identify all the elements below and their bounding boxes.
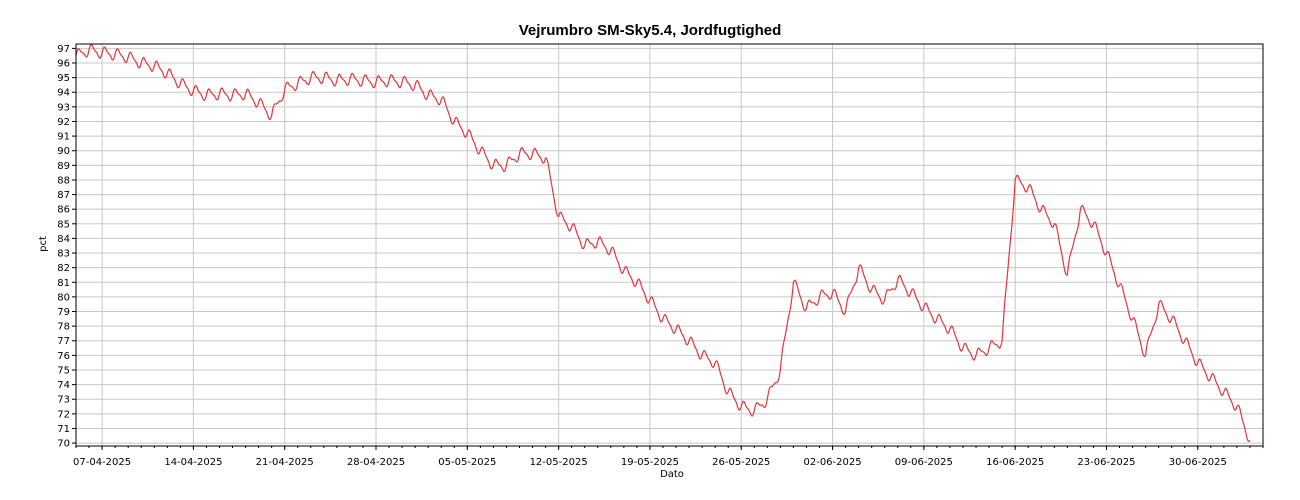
y-tick-label: 94 bbox=[57, 88, 70, 99]
y-tick-label: 90 bbox=[57, 146, 70, 157]
grid bbox=[76, 44, 1263, 446]
y-tick-label: 70 bbox=[57, 439, 70, 450]
y-tick-label: 77 bbox=[57, 336, 70, 347]
y-tick-label: 96 bbox=[57, 59, 70, 70]
x-tick-label: 02-06-2025 bbox=[803, 457, 861, 468]
y-tick-label: 97 bbox=[57, 44, 70, 55]
y-tick-label: 93 bbox=[57, 102, 70, 113]
y-tick-label: 92 bbox=[57, 117, 70, 128]
y-tick-label: 80 bbox=[57, 292, 70, 303]
y-axis-ticks: 70 71 72 73 74 75 76 77 78 79 80 81 82 83 84 85 86 87 88 89… bbox=[57, 44, 76, 450]
x-tick-label: 21-04-2025 bbox=[256, 457, 314, 468]
y-axis-label: pct bbox=[38, 236, 49, 252]
series-line bbox=[75, 43, 1251, 443]
y-tick-label: 89 bbox=[57, 161, 70, 172]
y-tick-label: 86 bbox=[57, 205, 70, 216]
plot-frame bbox=[75, 43, 1264, 447]
y-tick-label: 74 bbox=[57, 380, 70, 391]
x-tick-label: 19-05-2025 bbox=[621, 457, 679, 468]
y-tick-label: 71 bbox=[57, 424, 70, 435]
series-layer bbox=[75, 43, 1251, 443]
y-tick-label: 95 bbox=[57, 73, 70, 84]
x-tick-label: 16-06-2025 bbox=[986, 457, 1044, 468]
y-tick-label: 73 bbox=[57, 395, 70, 406]
x-tick-label: 23-06-2025 bbox=[1077, 457, 1135, 468]
y-tick-label: 83 bbox=[57, 249, 70, 260]
y-tick-label: 91 bbox=[57, 132, 70, 143]
x-tick-label: 09-06-2025 bbox=[895, 457, 953, 468]
y-tick-label: 75 bbox=[57, 365, 70, 376]
y-tick-label: 72 bbox=[57, 409, 70, 420]
y-tick-label: 82 bbox=[57, 263, 70, 274]
x-tick-label: 07-04-2025 bbox=[73, 457, 131, 468]
y-tick-label: 78 bbox=[57, 322, 70, 333]
y-tick-label: 81 bbox=[57, 278, 70, 289]
y-tick-label: 88 bbox=[57, 175, 70, 186]
y-tick-label: 79 bbox=[57, 307, 70, 318]
y-tick-label: 87 bbox=[57, 190, 70, 201]
x-tick-label: 14-04-2025 bbox=[164, 457, 222, 468]
x-tick-label: 12-05-2025 bbox=[530, 457, 588, 468]
x-tick-label: 26-05-2025 bbox=[712, 457, 770, 468]
y-tick-label: 76 bbox=[57, 351, 70, 362]
y-tick-label: 85 bbox=[57, 219, 70, 230]
y-tick-label: 84 bbox=[57, 234, 70, 245]
x-tick-label: 28-04-2025 bbox=[347, 457, 405, 468]
x-tick-label: 05-05-2025 bbox=[438, 457, 496, 468]
x-axis-ticks: 07-04-2025 14-04-2025 21-04-2025 28-04-2025… bbox=[73, 446, 1264, 468]
chart-title: Vejrumbro SM-Sky5.4, Jordfugtighed bbox=[519, 22, 782, 39]
x-axis-label: Dato bbox=[660, 469, 684, 480]
x-tick-label: 30-06-2025 bbox=[1169, 457, 1227, 468]
